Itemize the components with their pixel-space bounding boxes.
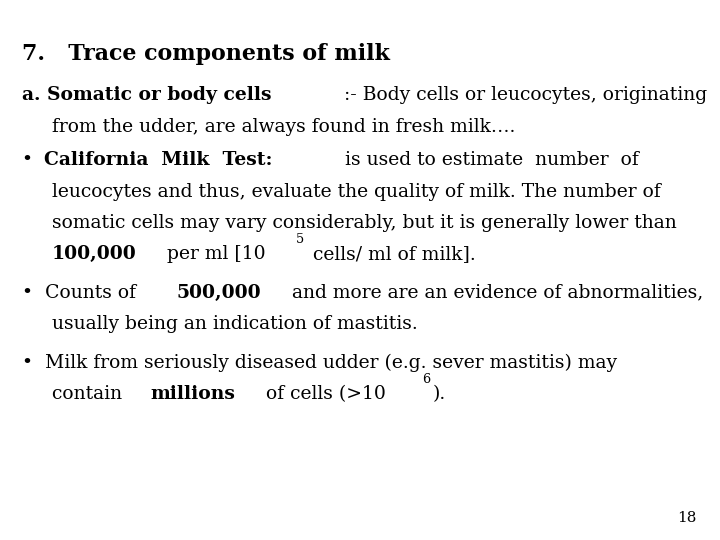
Text: and more are an evidence of abnormalities,: and more are an evidence of abnormalitie… [286,284,703,301]
Text: 5: 5 [296,233,305,246]
Text: leucocytes and thus, evaluate the quality of milk. The number of: leucocytes and thus, evaluate the qualit… [52,183,660,200]
Text: 7.   Trace components of milk: 7. Trace components of milk [22,43,390,65]
Text: •  Counts of: • Counts of [22,284,142,301]
Text: cells/ ml of milk].: cells/ ml of milk]. [307,245,476,263]
Text: California  Milk  Test:: California Milk Test: [44,151,272,169]
Text: a. Somatic or body cells: a. Somatic or body cells [22,86,271,104]
Text: 100,000: 100,000 [52,245,137,263]
Text: from the udder, are always found in fresh milk….: from the udder, are always found in fres… [52,118,516,136]
Text: •  Milk from seriously diseased udder (e.g. sever mastitis) may: • Milk from seriously diseased udder (e.… [22,354,617,372]
Text: 18: 18 [678,511,697,525]
Text: 500,000: 500,000 [176,284,261,301]
Text: of cells (>10: of cells (>10 [260,385,385,403]
Text: •: • [22,151,39,169]
Text: 6: 6 [422,373,430,386]
Text: usually being an indication of mastitis.: usually being an indication of mastitis. [52,315,418,333]
Text: :- Body cells or leucocytes, originating: :- Body cells or leucocytes, originating [343,86,706,104]
Text: contain: contain [52,385,128,403]
Text: millions: millions [150,385,235,403]
Text: per ml [10: per ml [10 [161,245,266,263]
Text: is used to estimate  number  of: is used to estimate number of [338,151,639,169]
Text: ).: ). [433,385,446,403]
Text: somatic cells may vary considerably, but it is generally lower than: somatic cells may vary considerably, but… [52,214,677,232]
